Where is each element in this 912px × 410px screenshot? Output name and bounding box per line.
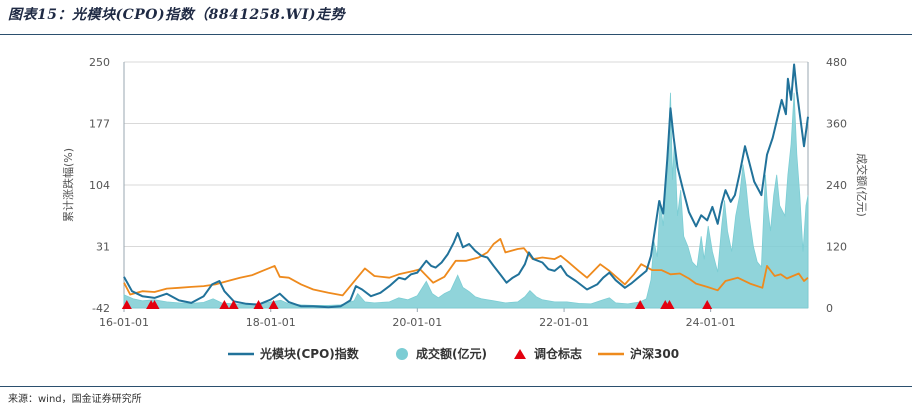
cpo-index-line <box>123 63 809 309</box>
rebalance-marker <box>228 300 239 309</box>
legend-volume-label: 成交额(亿元) <box>416 346 487 361</box>
title-divider <box>0 34 912 35</box>
source-note: 来源：wind，国金证券研究所 <box>8 394 142 405</box>
right-tick-label: 360 <box>826 118 847 131</box>
plot-series <box>121 63 809 309</box>
left-tick-label: -42 <box>92 302 110 315</box>
legend-marker-swatch <box>514 349 526 359</box>
left-tick-label: 177 <box>89 118 110 131</box>
legend-hs300-label: 沪深300 <box>630 346 679 361</box>
x-tick-label: 20-01-01 <box>392 316 442 329</box>
legend-volume-swatch <box>396 348 408 360</box>
left-tick-label: 250 <box>89 56 110 69</box>
rebalance-marker <box>635 300 646 309</box>
x-tick-label: 18-01-01 <box>246 316 296 329</box>
volume-area <box>123 92 809 309</box>
legend-marker-label: 调仓标志 <box>534 346 582 361</box>
right-tick-label: 240 <box>826 179 847 192</box>
left-tick-label: 31 <box>96 241 110 254</box>
rebalance-marker <box>664 300 675 309</box>
legend-cpo-label: 光模块(CPO)指数 <box>259 346 360 361</box>
rebalance-marker <box>702 300 713 309</box>
rebalance-marker <box>253 300 264 309</box>
chart-legend: 光模块(CPO)指数 成交额(亿元) 调仓标志 沪深300 <box>228 346 679 361</box>
hs300-line <box>123 238 809 297</box>
right-y-axis: 480 360 240 120 0 <box>826 56 847 315</box>
right-tick-label: 0 <box>826 302 833 315</box>
chart-title: 图表15：光模块(CPO)指数（8841258.WI)走势 <box>8 7 346 23</box>
chart-area: 16-01-01 18-01-01 20-01-01 22-01-01 24-01-01… <box>61 56 869 361</box>
source-divider <box>0 386 912 387</box>
rebalance-marker <box>149 300 160 309</box>
left-y-axis: 250 177 104 31 -42 <box>89 56 110 315</box>
right-axis-title: 成交额(亿元) <box>855 153 869 217</box>
x-tick-label: 24-01-01 <box>686 316 736 329</box>
rebalance-marker <box>121 300 132 309</box>
left-tick-label: 104 <box>89 179 110 192</box>
x-tick-label: 16-01-01 <box>99 316 149 329</box>
rebalance-marker <box>268 300 279 309</box>
right-tick-label: 480 <box>826 56 847 69</box>
rebalance-marker <box>219 300 230 309</box>
x-tick-label: 22-01-01 <box>539 316 589 329</box>
right-tick-label: 120 <box>826 241 847 254</box>
x-axis: 16-01-01 18-01-01 20-01-01 22-01-01 24-01-01 <box>99 308 736 329</box>
left-axis-title: 累计涨跌幅(%) <box>61 148 75 222</box>
